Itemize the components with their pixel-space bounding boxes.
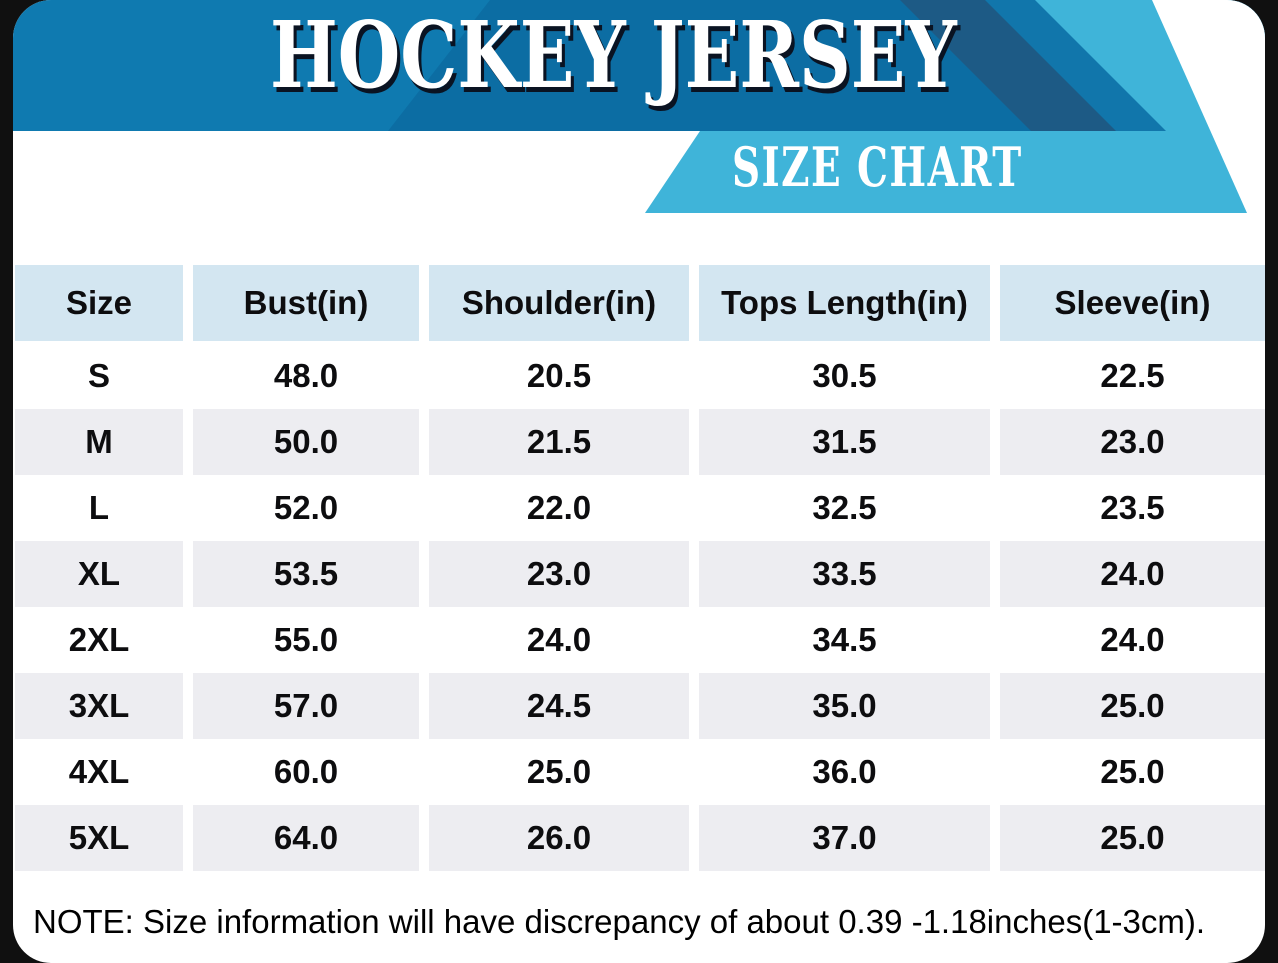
- measurement-value: 21.5: [429, 409, 689, 475]
- measurement-value: 26.0: [429, 805, 689, 871]
- size-label: 3XL: [15, 673, 183, 739]
- measurement-value: 23.0: [429, 541, 689, 607]
- table-row: 5XL 64.0 26.0 37.0 25.0: [15, 805, 1265, 871]
- table-body: S 48.0 20.5 30.5 22.5 M 50.0 21.5 31.5 23.0 L 52.0 2…: [15, 343, 1265, 871]
- measurement-value: 52.0: [273, 489, 339, 526]
- measurement-value: 23.5: [1100, 489, 1165, 526]
- measurement-value: 20.5: [526, 357, 592, 394]
- measurement-value: 55.0: [273, 621, 339, 658]
- measurement-value: 35.0: [699, 673, 990, 739]
- size-label: XL: [15, 541, 183, 607]
- table-row: S 48.0 20.5 30.5 22.5: [15, 343, 1265, 409]
- table-header-row: Size Bust(in) Shoulder(in) Tops Length(in) S…: [15, 265, 1265, 341]
- measurement-value: 50.0: [193, 409, 419, 475]
- measurement-value: 25.0: [1100, 753, 1165, 790]
- size-label: 4XL: [68, 753, 130, 790]
- size-label: S: [87, 357, 110, 394]
- column-header: Tops Length(in): [699, 265, 990, 341]
- measurement-value: 36.0: [812, 753, 877, 790]
- column-header: Sleeve(in): [1000, 265, 1265, 341]
- measurement-value: 53.5: [193, 541, 419, 607]
- table-row: 4XL 60.0 25.0 36.0 25.0: [15, 739, 1265, 805]
- column-header: Size: [15, 265, 183, 341]
- column-header: Bust(in): [193, 265, 419, 341]
- measurement-value: 24.0: [526, 621, 592, 658]
- measurement-value: 22.0: [526, 489, 592, 526]
- measurement-value: 25.0: [526, 753, 592, 790]
- note-text: NOTE: Size information will have discrep…: [33, 903, 1206, 940]
- measurement-value: 22.5: [1100, 357, 1165, 394]
- size-label: 2XL: [68, 621, 130, 658]
- column-header: Shoulder(in): [429, 265, 689, 341]
- size-chart-card: HOCKEY JERSEY SIZE CHART Size Bust(in) Sho…: [13, 0, 1265, 963]
- measurement-value: 34.5: [812, 621, 877, 658]
- measurement-value: 48.0: [273, 357, 339, 394]
- measurement-value: 24.0: [1000, 541, 1265, 607]
- table-row: M 50.0 21.5 31.5 23.0: [15, 409, 1265, 475]
- measurement-value: 64.0: [193, 805, 419, 871]
- measurement-value: 23.0: [1000, 409, 1265, 475]
- size-table: Size Bust(in) Shoulder(in) Tops Length(in) S…: [15, 265, 1265, 871]
- banner: HOCKEY JERSEY SIZE CHART: [13, 0, 1265, 213]
- measurement-value: 25.0: [1000, 805, 1265, 871]
- subtitle-size-chart: SIZE CHART: [732, 135, 1023, 199]
- size-label: M: [15, 409, 183, 475]
- table-row: 3XL 57.0 24.5 35.0 25.0: [15, 673, 1265, 739]
- measurement-value: 57.0: [193, 673, 419, 739]
- measurement-value: 60.0: [273, 753, 339, 790]
- page-title: HOCKEY JERSEY: [270, 1, 957, 109]
- size-chart-ribbon: [645, 131, 1265, 213]
- measurement-value: 25.0: [1000, 673, 1265, 739]
- table-row: 2XL 55.0 24.0 34.5 24.0: [15, 607, 1265, 673]
- measurement-value: 24.5: [429, 673, 689, 739]
- measurement-value: 31.5: [699, 409, 990, 475]
- measurement-value: 32.5: [812, 489, 877, 526]
- measurement-value: 30.5: [812, 357, 877, 394]
- table-row: L 52.0 22.0 32.5 23.5: [15, 475, 1265, 541]
- measurement-value: 24.0: [1100, 621, 1165, 658]
- table-row: XL 53.5 23.0 33.5 24.0: [15, 541, 1265, 607]
- measurement-value: 33.5: [699, 541, 990, 607]
- size-label: L: [88, 489, 110, 526]
- measurement-value: 37.0: [699, 805, 990, 871]
- size-label: 5XL: [15, 805, 183, 871]
